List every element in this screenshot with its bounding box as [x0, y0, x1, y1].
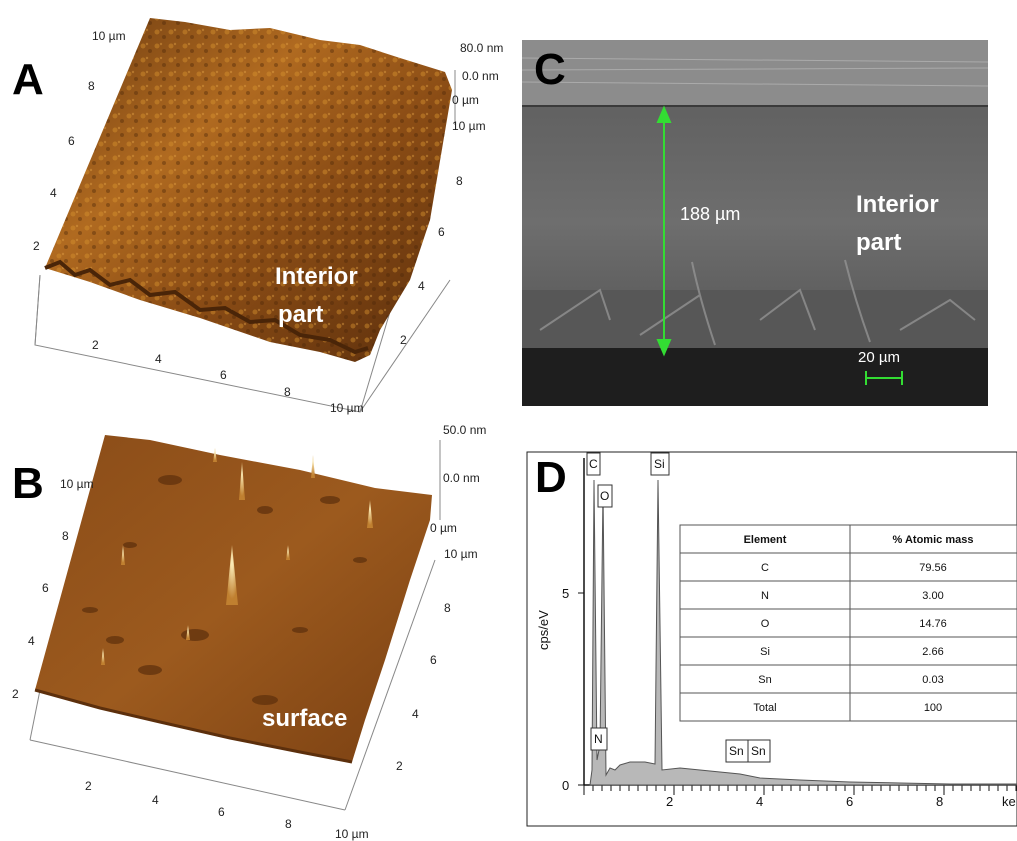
table-header-atomic: % Atomic mass [893, 534, 974, 546]
panel-b-y-tick: 10 µm [60, 477, 94, 491]
panel-b-z-zero: 0.0 nm [443, 471, 480, 485]
panel-b-r-tick: 10 µm [444, 547, 478, 561]
eds-x-tick: 4 [756, 794, 763, 809]
panel-d: 5 0 2 4 6 8 ke cps/eV C O Si N Sn Sn [526, 451, 1017, 827]
sem-top-layer [522, 40, 988, 106]
panel-b: 10 µm 8 6 4 2 2 4 6 8 10 µm 50.0 nm 0.0 … [12, 423, 486, 841]
panel-c: 188 µm Interior part 20 µm [521, 40, 989, 406]
panel-a-x-tick: 10 µm [330, 401, 364, 415]
eds-spectrum [589, 479, 1017, 786]
panel-letter-a: A [12, 55, 44, 104]
table-cell: 0.03 [922, 674, 943, 686]
panel-a-r-tick: 6 [438, 225, 445, 239]
panel-b-y-tick: 8 [62, 529, 69, 543]
panel-a-y-tick: 10 µm [92, 29, 126, 43]
eds-y-tick: 0 [562, 778, 569, 793]
panel-a-z-zero: 0.0 nm [462, 69, 499, 83]
table-cell: Si [760, 646, 770, 658]
peak-label-o: O [600, 489, 609, 503]
table-cell: 14.76 [919, 618, 947, 630]
table-header-element: Element [744, 534, 787, 546]
eds-peak-labels: C O Si N Sn Sn [586, 452, 771, 763]
panel-a: 10 µm 8 6 4 2 2 4 6 8 10 µm 80.0 nm 0.0 … [33, 18, 503, 415]
panel-b-pits [82, 475, 367, 705]
panel-a-y-tick: 2 [33, 239, 40, 253]
peak-label-sn: Sn [751, 744, 766, 758]
peak-label-si: Si [654, 457, 665, 471]
panel-a-y-tick: 8 [88, 79, 95, 93]
panel-a-r-tick: 10 µm [452, 119, 486, 133]
panel-b-x-tick: 4 [152, 793, 159, 807]
panel-b-r-tick: 4 [412, 707, 419, 721]
panel-a-x-tick: 2 [92, 338, 99, 352]
table-cell: 79.56 [919, 562, 947, 574]
panel-a-label-line1: Interior [275, 263, 358, 290]
panel-a-y-tick: 6 [68, 134, 75, 148]
panel-a-y-tick: 4 [50, 186, 57, 200]
panel-b-y-tick: 2 [12, 687, 19, 701]
panel-a-z-top: 80.0 nm [460, 41, 503, 55]
panel-c-label-line2: part [856, 229, 901, 256]
thickness-arrow [656, 105, 672, 357]
panel-a-r-tick: 8 [456, 174, 463, 188]
table-cell: O [761, 618, 770, 630]
panel-letter-c: C [534, 45, 566, 94]
panel-a-x-tick: 6 [220, 368, 227, 382]
panel-b-spikes [101, 448, 373, 665]
panel-b-r-tick: 2 [396, 759, 403, 773]
panel-b-axes [29, 440, 441, 811]
thickness-label: 188 µm [680, 204, 740, 224]
sem-fracture-lines [539, 259, 976, 346]
eds-x-tick: ke [1002, 794, 1016, 809]
panel-a-r-tick: 4 [418, 279, 425, 293]
table-cell: 3.00 [922, 590, 943, 602]
panel-b-r-tick: 8 [444, 601, 451, 615]
scale-bar [865, 371, 903, 385]
composition-table: Element % Atomic mass C 79.56 N 3.00 O 1… [679, 524, 1017, 722]
eds-x-tick: 6 [846, 794, 853, 809]
panel-b-label: surface [262, 705, 347, 732]
panel-b-y-tick: 4 [28, 634, 35, 648]
panel-b-z-origin: 0 µm [430, 521, 457, 535]
panel-letter-b: B [12, 459, 44, 508]
panel-letter-d: D [535, 453, 567, 502]
panel-c-label-line1: Interior [856, 191, 939, 218]
table-cell: 2.66 [922, 646, 943, 658]
peak-label-n: N [594, 732, 603, 746]
table-cell: C [761, 562, 769, 574]
table-cell: 100 [924, 702, 942, 714]
panel-a-z-origin: 0 µm [452, 93, 479, 107]
eds-x-tick: 2 [666, 794, 673, 809]
panel-b-x-tick: 6 [218, 805, 225, 819]
panel-b-x-tick: 2 [85, 779, 92, 793]
scale-bar-label: 20 µm [858, 349, 900, 366]
table-cell: Sn [758, 674, 771, 686]
panel-b-x-tick: 8 [285, 817, 292, 831]
eds-x-tick: 8 [936, 794, 943, 809]
panel-a-x-tick: 8 [284, 385, 291, 399]
panel-b-x-tick: 10 µm [335, 827, 369, 841]
panel-b-r-tick: 6 [430, 653, 437, 667]
panel-a-x-tick: 4 [155, 352, 162, 366]
panel-a-r-tick: 2 [400, 333, 407, 347]
eds-ylabel: cps/eV [536, 610, 551, 650]
table-cell: Total [753, 702, 776, 714]
panel-a-label-line2: part [278, 301, 323, 328]
panel-b-z-top: 50.0 nm [443, 423, 486, 437]
eds-y-tick: 5 [562, 586, 569, 601]
panel-b-y-tick: 6 [42, 581, 49, 595]
table-cell: N [761, 590, 769, 602]
peak-label-sn: Sn [729, 744, 744, 758]
peak-label-c: C [589, 457, 598, 471]
